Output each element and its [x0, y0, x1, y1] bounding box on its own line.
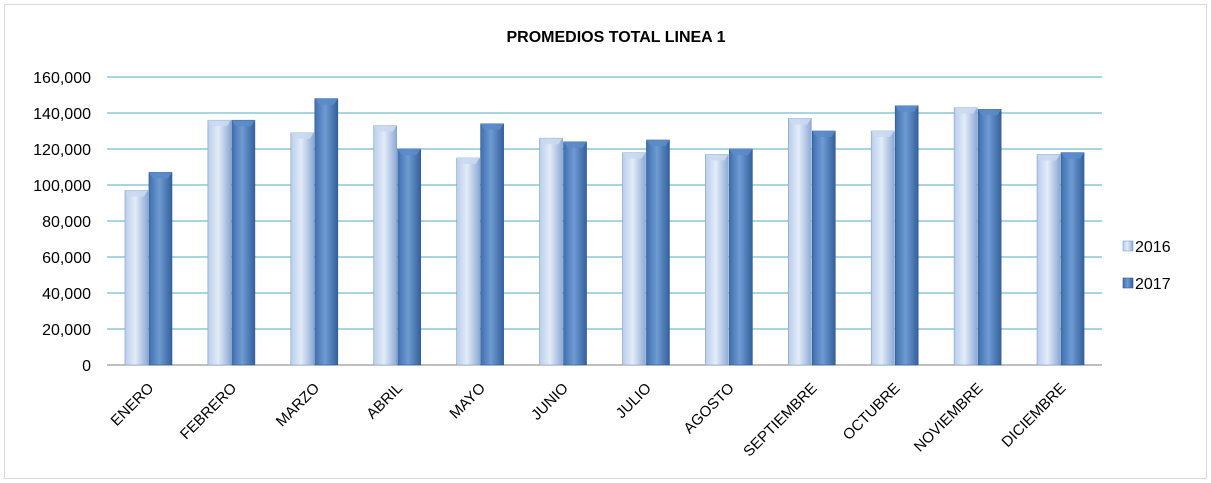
- bar-cap: [705, 154, 729, 161]
- bar-2016-mayo: [456, 157, 480, 366]
- x-tick-label: OCTUBRE: [840, 380, 904, 444]
- bar-cap: [646, 140, 670, 146]
- bar-cap: [1037, 154, 1061, 161]
- bar-2016-febrero: [207, 119, 232, 366]
- legend-swatch-2016: [1122, 240, 1134, 252]
- y-tick-label: 100,000: [33, 178, 91, 195]
- bar-cap: [812, 131, 836, 137]
- bar-2016-abril: [373, 125, 398, 366]
- bar-2017-abril: [397, 148, 422, 366]
- bar-cap: [124, 190, 148, 197]
- bar-cap: [622, 152, 646, 159]
- bar-2016-junio: [539, 137, 563, 366]
- y-tick-label: 20,000: [42, 322, 91, 339]
- gridlines: [107, 76, 1102, 366]
- legend: 2016 2017: [1122, 239, 1171, 293]
- bar-2017-febrero: [231, 119, 256, 366]
- x-tick-label: MAYO: [446, 380, 488, 422]
- x-tick-label: JUNIO: [528, 380, 572, 424]
- bar-2016-julio: [622, 152, 646, 366]
- bar-chart: PROMEDIOS TOTAL LINEA 1 0 20,000 40,000 60,…: [33, 29, 1171, 460]
- legend-label-2016: 2016: [1135, 239, 1171, 256]
- bar-2016-noviembre: [953, 107, 978, 366]
- bar-2016-diciembre: [1036, 154, 1061, 366]
- bar-2017-septiembre: [811, 130, 836, 366]
- y-tick-label: 0: [82, 358, 91, 375]
- bar-cap: [978, 109, 1002, 116]
- x-tick-label: SEPTIEMBRE: [740, 380, 820, 460]
- bar-2016-marzo: [290, 132, 315, 366]
- bar-2016-agosto: [705, 154, 729, 366]
- y-tick-label: 120,000: [33, 142, 91, 159]
- bar-2017-enero: [148, 172, 173, 366]
- y-tick-label: 60,000: [42, 250, 91, 267]
- y-tick-label: 160,000: [33, 70, 91, 87]
- bar-cap: [480, 123, 504, 130]
- bar-cap: [397, 149, 421, 155]
- bar-cap: [563, 141, 587, 148]
- x-tick-label: ABRIL: [363, 380, 406, 423]
- bar-cap: [539, 138, 563, 145]
- bar-cap: [290, 132, 314, 139]
- bar-cap: [231, 120, 255, 127]
- x-tick-label: AGOSTO: [680, 380, 737, 437]
- bar-2017-marzo: [314, 98, 339, 366]
- x-tick-label: DICIEMBRE: [998, 380, 1069, 451]
- bar-cap: [456, 158, 480, 164]
- legend-swatch-2017: [1122, 277, 1134, 289]
- bar-cap: [871, 131, 895, 137]
- x-axis-labels: ENERO FEBRERO MARZO ABRIL MAYO JUNIO JULIO AGOS…: [108, 380, 1070, 460]
- chart-title: PROMEDIOS TOTAL LINEA 1: [507, 29, 726, 46]
- bar-2016-septiembre: [787, 118, 812, 366]
- bar-2017-mayo: [480, 123, 504, 366]
- x-tick-label: ENERO: [108, 380, 158, 430]
- bars: [124, 98, 1085, 366]
- bar-2017-noviembre: [977, 109, 1002, 366]
- bar-cap: [895, 105, 919, 112]
- bar-cap: [148, 172, 172, 179]
- bar-cap: [1061, 152, 1085, 159]
- bar-2017-julio: [646, 139, 670, 366]
- x-tick-label: FEBRERO: [177, 380, 240, 443]
- x-tick-label: JULIO: [613, 380, 655, 422]
- y-tick-label: 80,000: [42, 214, 91, 231]
- x-tick-label: MARZO: [273, 380, 323, 430]
- bar-cap: [954, 107, 978, 114]
- bar-2016-enero: [124, 190, 149, 366]
- chart-area: PROMEDIOS TOTAL LINEA 1 0 20,000 40,000 60,…: [4, 4, 1207, 479]
- bar-2017-octubre: [894, 105, 919, 366]
- bar-2017-diciembre: [1060, 152, 1085, 366]
- bar-2016-octubre: [870, 130, 895, 366]
- y-tick-label: 140,000: [33, 106, 91, 123]
- bar-2017-junio: [563, 141, 587, 366]
- bar-cap: [373, 125, 397, 132]
- bar-2017-agosto: [729, 148, 753, 366]
- bar-cap: [729, 149, 753, 155]
- bar-cap: [314, 98, 338, 105]
- bar-cap: [207, 120, 231, 127]
- y-axis-ticks: 0 20,000 40,000 60,000 80,000 100,000 120,000 1…: [33, 70, 91, 375]
- x-tick-label: NOVIEMBRE: [911, 380, 987, 456]
- bar-cap: [788, 118, 812, 125]
- legend-label-2017: 2017: [1135, 276, 1171, 293]
- y-tick-label: 40,000: [42, 286, 91, 303]
